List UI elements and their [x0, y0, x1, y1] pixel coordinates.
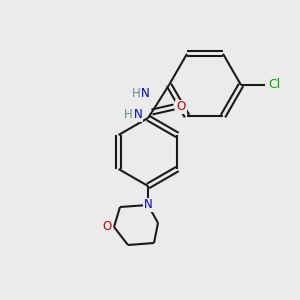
Text: O: O	[102, 220, 112, 233]
Text: N: N	[134, 109, 142, 122]
Text: N: N	[144, 199, 152, 212]
Text: O: O	[176, 100, 186, 113]
Text: N: N	[141, 87, 150, 100]
Text: Cl: Cl	[268, 79, 280, 92]
Text: H: H	[124, 109, 132, 122]
Text: H: H	[132, 87, 141, 100]
